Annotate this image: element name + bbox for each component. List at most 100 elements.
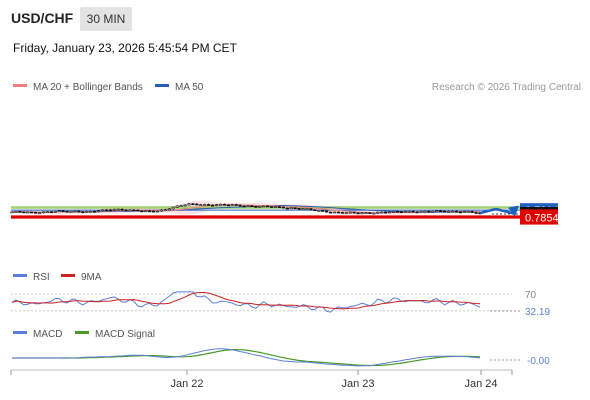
candle-body: [423, 210, 427, 213]
price-level-label: 0.7854: [525, 213, 559, 225]
rsi-ma-line: [11, 292, 481, 310]
macd-signal-line: [12, 349, 481, 367]
candle-body: [214, 204, 219, 206]
rsi-level-70-label: 70: [525, 290, 537, 301]
candle-body: [37, 212, 42, 215]
candle-body: [332, 211, 337, 214]
candle-body: [254, 206, 258, 208]
candle-body: [57, 210, 61, 213]
candle-body: [69, 210, 73, 213]
candle-body: [368, 212, 372, 214]
candle-body: [155, 210, 160, 213]
candle-body: [344, 212, 348, 214]
candle-body: [89, 211, 93, 213]
candle-body: [210, 204, 215, 207]
candle-body: [195, 203, 199, 206]
ma50-legend-label: MA 50: [175, 82, 204, 93]
candle-body: [183, 204, 187, 207]
timeframe-button[interactable]: 30 MIN: [80, 7, 132, 31]
candle-body: [199, 204, 203, 207]
candle-body: [163, 209, 167, 211]
candle-body: [18, 211, 22, 213]
candle-body: [22, 211, 26, 214]
candle-body: [450, 210, 455, 213]
candle-body: [26, 211, 30, 214]
candle-body: [305, 208, 309, 210]
candle-body: [234, 204, 238, 206]
rsi-ma-legend-swatch: [61, 274, 75, 277]
candle-body: [348, 211, 352, 214]
candle-body: [266, 205, 270, 208]
macd-signal-legend-swatch: [75, 331, 89, 334]
candle-body: [171, 206, 175, 210]
candle-body: [100, 209, 105, 212]
candle-body: [443, 210, 447, 213]
candle-body: [14, 211, 18, 213]
candle-body: [415, 211, 419, 214]
candle-body: [281, 206, 285, 209]
candle-body: [336, 211, 341, 214]
candle-body: [313, 209, 317, 211]
candle-body: [73, 210, 77, 213]
candle-body: [136, 209, 140, 212]
forecast-arrow: [479, 207, 515, 215]
candle-body: [309, 208, 313, 210]
candle-body: [387, 211, 392, 214]
candle-body: [230, 204, 234, 206]
candle-body: [41, 211, 46, 214]
candle-body: [360, 212, 364, 215]
candle-body: [289, 207, 293, 210]
candle-body: [207, 204, 211, 206]
candle-body: [53, 211, 57, 213]
candle-body: [85, 211, 89, 213]
candle-body: [384, 211, 388, 214]
datetime-label: Friday, January 23, 2026 5:45:54 PM CET: [13, 41, 237, 55]
credit-label: Research © 2026 Trading Central: [432, 82, 581, 93]
rsi-legend-label: RSI: [33, 272, 50, 283]
candle-body: [77, 210, 81, 213]
ma20-legend-label: MA 20 + Bollinger Bands: [33, 82, 143, 93]
rsi-legend-swatch: [13, 274, 27, 277]
candle-body: [222, 203, 226, 206]
candle-body: [454, 210, 459, 213]
candle-body: [10, 211, 14, 214]
candle-body: [411, 211, 415, 213]
candle-body: [61, 210, 65, 213]
candle-body: [65, 210, 69, 213]
instrument-title: USD/CHF: [11, 10, 74, 26]
candle-body: [352, 211, 356, 214]
candle-body: [30, 211, 34, 214]
candle-body: [325, 210, 329, 213]
candle-body: [242, 205, 246, 208]
candle-body: [297, 208, 301, 210]
candle-body: [45, 211, 49, 213]
candle-body: [340, 212, 344, 214]
candle-body: [376, 211, 380, 214]
candle-body: [328, 211, 333, 214]
candle-body: [277, 206, 282, 208]
price-level-box-support: [520, 210, 558, 225]
candle-body: [391, 211, 396, 213]
candle-body: [187, 203, 191, 206]
rsi-ma-legend-label: 9MA: [81, 272, 102, 283]
candle-body: [474, 212, 478, 214]
x-axis: Jan 22 Jan 23 Jan 24: [10, 370, 513, 390]
rsi-panel: 70 32.19: [11, 290, 550, 318]
candle-body: [427, 210, 431, 213]
candle-body: [124, 209, 128, 212]
candle-body: [246, 205, 250, 208]
candle-body: [446, 211, 451, 213]
ma50-legend-swatch: [155, 84, 169, 87]
candle-body: [96, 210, 101, 213]
candle-body: [49, 211, 53, 213]
candle-body: [258, 205, 262, 208]
candle-body: [395, 211, 400, 213]
x-tick-label: Jan 24: [464, 378, 497, 390]
rsi-line: [11, 291, 481, 313]
candle-body: [148, 210, 152, 213]
macd-legend-swatch: [13, 331, 27, 334]
candle-body: [132, 209, 136, 212]
candle-body: [151, 210, 156, 213]
candle-body: [380, 211, 384, 214]
macd-last-value: -0.00: [527, 356, 550, 367]
